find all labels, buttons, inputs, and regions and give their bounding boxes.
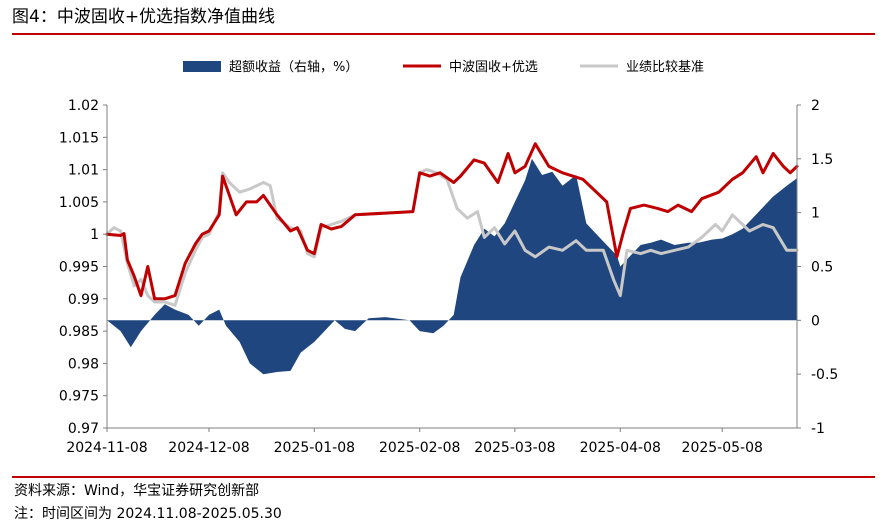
title-rule [12, 33, 875, 35]
right-tick-label: 2 [811, 98, 820, 114]
x-tick-label: 2025-03-08 [474, 440, 555, 456]
excess-return-area-layer [107, 158, 797, 375]
chart: 超额收益（右轴，%） 中波固收+优选 业绩比较基准 1.021.0151.011.0… [59, 60, 838, 456]
left-tick-label: 0.995 [59, 260, 99, 276]
x-tick-label: 2025-01-08 [274, 440, 355, 456]
source-note: 资料来源：Wind，华宝证券研究创新部 [14, 483, 260, 499]
x-tick-label: 2025-04-08 [580, 440, 661, 456]
left-tick-label: 0.985 [59, 324, 99, 340]
left-tick-label: 0.99 [68, 292, 99, 308]
left-tick-label: 0.975 [59, 389, 99, 405]
left-tick-label: 0.98 [68, 356, 99, 372]
line-series-layer [105, 142, 799, 307]
legend-label-excess-return: 超额收益（右轴，%） [229, 60, 358, 75]
right-tick-label: -0.5 [811, 367, 838, 383]
x-tick-label: 2025-05-08 [682, 440, 763, 456]
right-tick-label: -1 [811, 421, 825, 437]
legend-swatch-excess-return [183, 61, 221, 72]
x-tick-label: 2024-12-08 [168, 440, 249, 456]
right-tick-label: 0.5 [811, 260, 833, 276]
right-tick-label: 1 [811, 206, 820, 222]
left-tick-label: 1.015 [59, 130, 99, 146]
series-excess-return-area [107, 158, 797, 375]
legend-label-benchmark: 业绩比较基准 [626, 60, 704, 75]
left-tick-label: 1.02 [68, 98, 99, 114]
left-tick-label: 1 [90, 227, 99, 243]
left-tick-label: 1.005 [59, 195, 99, 211]
legend-label-index: 中波固收+优选 [449, 60, 538, 75]
period-note: 注：时间区间为 2024.11.08-2025.05.30 [14, 506, 282, 522]
legend: 超额收益（右轴，%） 中波固收+优选 业绩比较基准 [183, 60, 704, 75]
x-tick-label: 2025-02-08 [379, 440, 460, 456]
footer-rule [12, 476, 875, 478]
left-tick-label: 1.01 [68, 163, 99, 179]
right-tick-label: 1.5 [811, 152, 833, 168]
axes: 1.02 1.015 1.01 1.005 1 0.995 0.99 0.985 0.98 0.9… [59, 98, 838, 456]
left-tick-label: 0.97 [68, 421, 99, 437]
right-tick-label: 0 [811, 313, 820, 329]
figure-title: 图4：中波固收+优选指数净值曲线 [12, 7, 276, 27]
x-tick-label: 2024-11-08 [66, 440, 147, 456]
series-index-line [105, 142, 799, 301]
